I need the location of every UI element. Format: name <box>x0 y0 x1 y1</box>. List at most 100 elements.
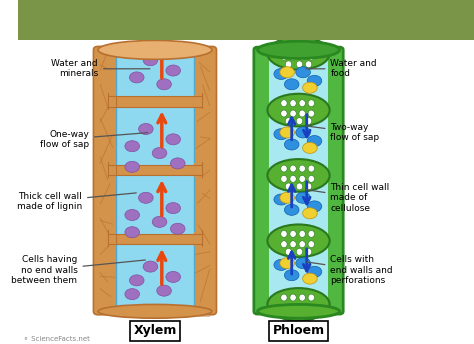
Ellipse shape <box>290 43 296 50</box>
Circle shape <box>138 192 153 203</box>
Circle shape <box>171 158 185 169</box>
Ellipse shape <box>299 230 305 237</box>
Ellipse shape <box>296 61 302 68</box>
Ellipse shape <box>267 288 329 321</box>
Circle shape <box>307 136 322 147</box>
Text: Thin cell wall
made of
cellulose: Thin cell wall made of cellulose <box>306 183 390 213</box>
Ellipse shape <box>281 230 287 237</box>
Circle shape <box>157 79 172 90</box>
Ellipse shape <box>281 304 287 311</box>
Circle shape <box>125 141 139 152</box>
Circle shape <box>166 271 181 282</box>
Circle shape <box>280 67 294 78</box>
Circle shape <box>129 275 144 286</box>
Circle shape <box>125 161 139 172</box>
Ellipse shape <box>308 230 314 237</box>
Ellipse shape <box>299 165 305 172</box>
Text: Cells with
end walls and
perforations: Cells with end walls and perforations <box>306 255 393 285</box>
Text: Phloem: Phloem <box>273 324 325 337</box>
Ellipse shape <box>305 61 312 68</box>
Circle shape <box>280 127 294 138</box>
Ellipse shape <box>290 304 296 311</box>
Ellipse shape <box>281 175 287 182</box>
Circle shape <box>274 129 289 140</box>
Circle shape <box>274 68 289 79</box>
Ellipse shape <box>299 100 305 107</box>
FancyBboxPatch shape <box>254 47 343 314</box>
Circle shape <box>302 273 317 284</box>
Ellipse shape <box>296 248 302 255</box>
Ellipse shape <box>98 41 212 60</box>
Ellipse shape <box>296 183 302 190</box>
Ellipse shape <box>285 248 292 255</box>
Circle shape <box>302 208 317 219</box>
Ellipse shape <box>290 100 296 107</box>
Circle shape <box>296 67 310 78</box>
Ellipse shape <box>305 183 312 190</box>
Ellipse shape <box>290 230 296 237</box>
Circle shape <box>284 204 299 215</box>
Ellipse shape <box>281 43 287 50</box>
Ellipse shape <box>267 94 329 127</box>
Circle shape <box>143 55 158 66</box>
Ellipse shape <box>257 41 339 58</box>
Ellipse shape <box>296 118 302 125</box>
Ellipse shape <box>299 43 305 50</box>
Circle shape <box>166 203 181 214</box>
Ellipse shape <box>299 110 305 117</box>
Ellipse shape <box>296 312 302 319</box>
Ellipse shape <box>267 159 329 192</box>
Circle shape <box>296 127 310 138</box>
Ellipse shape <box>285 312 292 319</box>
Circle shape <box>284 270 299 281</box>
Ellipse shape <box>308 110 314 117</box>
Ellipse shape <box>290 165 296 172</box>
Ellipse shape <box>305 248 312 255</box>
Circle shape <box>274 194 289 205</box>
Circle shape <box>143 261 158 272</box>
Ellipse shape <box>308 165 314 172</box>
Text: Water and
food: Water and food <box>306 59 377 78</box>
Circle shape <box>166 134 181 145</box>
Text: Thick cell wall
made of lignin: Thick cell wall made of lignin <box>17 192 136 211</box>
Ellipse shape <box>308 304 314 311</box>
Ellipse shape <box>281 53 287 60</box>
Ellipse shape <box>308 241 314 248</box>
Text: Two-way
flow of sap: Two-way flow of sap <box>306 123 380 142</box>
Ellipse shape <box>305 118 312 125</box>
FancyBboxPatch shape <box>194 95 202 108</box>
Ellipse shape <box>98 304 212 318</box>
Ellipse shape <box>308 43 314 50</box>
Ellipse shape <box>267 225 329 257</box>
Ellipse shape <box>290 175 296 182</box>
Circle shape <box>125 209 139 221</box>
Ellipse shape <box>281 165 287 172</box>
Circle shape <box>284 139 299 150</box>
Circle shape <box>138 123 153 135</box>
Ellipse shape <box>299 53 305 60</box>
Ellipse shape <box>281 241 287 248</box>
Circle shape <box>125 289 139 300</box>
Ellipse shape <box>257 304 339 318</box>
FancyBboxPatch shape <box>116 96 194 107</box>
Circle shape <box>152 216 167 227</box>
Text: Xylem and Phloem: Xylem and Phloem <box>100 5 392 33</box>
FancyBboxPatch shape <box>116 165 194 175</box>
Ellipse shape <box>290 294 296 301</box>
Ellipse shape <box>290 241 296 248</box>
Ellipse shape <box>299 175 305 182</box>
FancyBboxPatch shape <box>108 95 116 108</box>
Ellipse shape <box>267 37 329 70</box>
FancyBboxPatch shape <box>93 46 217 315</box>
Ellipse shape <box>285 118 292 125</box>
Ellipse shape <box>299 241 305 248</box>
Text: Xylem: Xylem <box>133 324 177 337</box>
Ellipse shape <box>299 304 305 311</box>
Text: Cells having
no end walls
between them: Cells having no end walls between them <box>11 255 146 285</box>
FancyBboxPatch shape <box>269 53 328 315</box>
Circle shape <box>296 192 310 203</box>
Ellipse shape <box>290 53 296 60</box>
Ellipse shape <box>281 294 287 301</box>
FancyBboxPatch shape <box>18 0 474 40</box>
Circle shape <box>296 258 310 269</box>
